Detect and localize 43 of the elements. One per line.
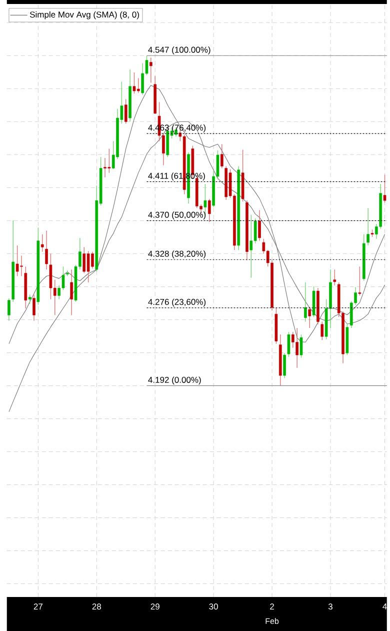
x-tick-label: 3 xyxy=(328,604,332,610)
x-tick-label: 30 xyxy=(208,604,218,610)
legend-label: Simple Mov Avg (SMA) (8, 0) xyxy=(30,11,139,20)
candlestick xyxy=(32,294,36,322)
candlestick xyxy=(70,269,73,316)
candlestick xyxy=(28,294,31,304)
candlestick xyxy=(320,321,324,341)
candlestick xyxy=(40,234,44,252)
candlestick xyxy=(287,332,290,358)
x-tick-label: 2 xyxy=(270,604,274,610)
candlestick xyxy=(66,270,69,276)
candlestick xyxy=(44,230,48,270)
ref-line-label: 4.370 (50,00%) xyxy=(148,212,206,220)
ref-line-label: 4.192 (0.00%) xyxy=(148,376,201,385)
x-tick-label: 27 xyxy=(34,604,42,610)
candlestick xyxy=(20,255,23,276)
ref-line-label: 4.328 (38,20%) xyxy=(148,250,206,258)
candlestick xyxy=(366,208,370,246)
candlestick xyxy=(149,57,152,84)
ref-line-label: 4.547 (100.00%) xyxy=(148,46,210,54)
x-tick-label: 29 xyxy=(150,604,160,610)
candlestick xyxy=(308,306,311,328)
x-tick-label: 4 xyxy=(382,604,387,610)
candlestick xyxy=(258,210,261,242)
candlestick xyxy=(358,266,361,296)
text: Feb xyxy=(266,618,278,624)
ref-line-label: 4.276 (23,60%) xyxy=(148,298,206,307)
candlestick xyxy=(208,198,211,222)
candlestick xyxy=(108,148,110,174)
candlestick xyxy=(124,98,128,124)
candlestick xyxy=(103,158,106,178)
candlestick xyxy=(90,251,94,269)
x-tick-label: 28 xyxy=(92,604,101,610)
candlestick xyxy=(7,298,10,322)
candlestick xyxy=(295,328,298,368)
candlestick xyxy=(300,334,302,358)
candlestick xyxy=(333,269,336,286)
candlestick xyxy=(383,174,386,203)
candlestick xyxy=(220,144,224,169)
candlestick xyxy=(304,282,307,322)
candlestick xyxy=(136,78,140,94)
candlestick xyxy=(282,352,286,378)
candlestick xyxy=(204,184,206,216)
